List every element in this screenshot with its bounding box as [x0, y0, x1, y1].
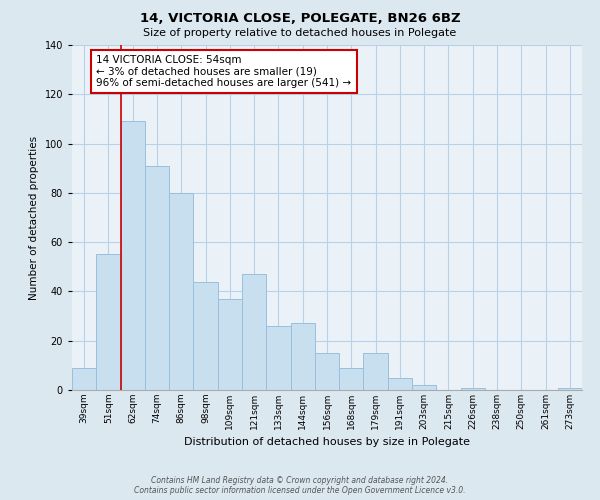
Bar [218, 299, 242, 390]
Bar [266, 326, 290, 390]
Y-axis label: Number of detached properties: Number of detached properties [29, 136, 39, 300]
Bar [364, 353, 388, 390]
Text: Contains HM Land Registry data © Crown copyright and database right 2024.
Contai: Contains HM Land Registry data © Crown c… [134, 476, 466, 495]
Text: 14 VICTORIA CLOSE: 54sqm
← 3% of detached houses are smaller (19)
96% of semi-de: 14 VICTORIA CLOSE: 54sqm ← 3% of detache… [96, 55, 352, 88]
Bar [388, 378, 412, 390]
Bar [145, 166, 169, 390]
Bar [315, 353, 339, 390]
Text: 14, VICTORIA CLOSE, POLEGATE, BN26 6BZ: 14, VICTORIA CLOSE, POLEGATE, BN26 6BZ [140, 12, 460, 26]
Bar [558, 388, 582, 390]
Bar [339, 368, 364, 390]
Bar [96, 254, 121, 390]
Text: Size of property relative to detached houses in Polegate: Size of property relative to detached ho… [143, 28, 457, 38]
Bar [461, 388, 485, 390]
X-axis label: Distribution of detached houses by size in Polegate: Distribution of detached houses by size … [184, 438, 470, 448]
Bar [72, 368, 96, 390]
Bar [290, 324, 315, 390]
Bar [242, 274, 266, 390]
Bar [121, 122, 145, 390]
Bar [169, 193, 193, 390]
Bar [412, 385, 436, 390]
Bar [193, 282, 218, 390]
